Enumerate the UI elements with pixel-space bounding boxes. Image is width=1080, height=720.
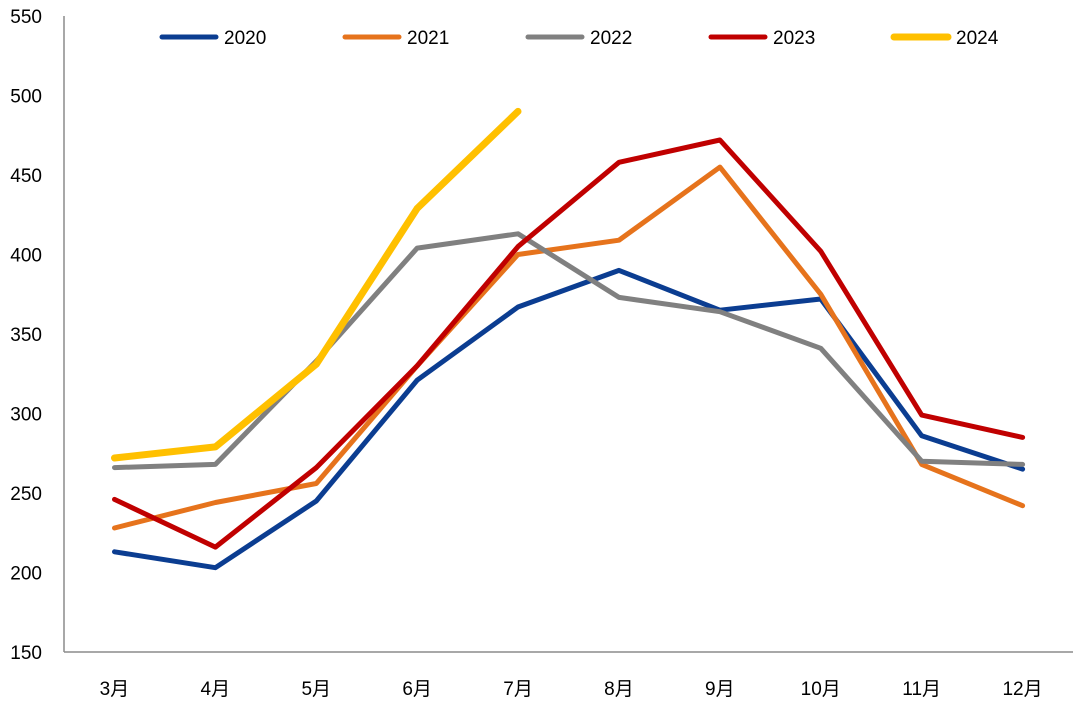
x-tick-label: 9月 (705, 679, 735, 700)
legend-label-2022: 2022 (590, 28, 632, 49)
y-tick-label: 250 (10, 484, 42, 505)
y-tick-label: 200 (10, 564, 42, 585)
x-tick-label: 4月 (201, 679, 231, 700)
y-tick-label: 150 (10, 643, 42, 664)
x-tick-label: 7月 (503, 679, 533, 700)
y-tick-labels: 150 200 250 300 350 400 450 500 550 (10, 7, 42, 664)
x-tick-label: 6月 (402, 679, 432, 700)
legend-label-2023: 2023 (773, 28, 815, 49)
y-tick-label: 350 (10, 325, 42, 346)
series-line-2021 (112, 164, 1026, 531)
x-tick-label: 10月 (801, 679, 841, 700)
x-tick-label: 3月 (100, 679, 130, 700)
y-tick-label: 450 (10, 166, 42, 187)
x-tick-labels: 3月 4月 5月 6月 7月 8月 9月 10月 11月 12月 (100, 679, 1043, 700)
y-tick-label: 300 (10, 405, 42, 426)
y-tick-label: 400 (10, 246, 42, 267)
legend-label-2021: 2021 (407, 28, 449, 49)
y-tick-label: 500 (10, 87, 42, 108)
x-tick-label: 8月 (604, 679, 634, 700)
legend-label-2020: 2020 (224, 28, 266, 49)
series-line-2024 (111, 107, 522, 462)
legend: 2020 2021 2022 2023 2024 (159, 28, 999, 49)
series-line-2023 (112, 137, 1026, 550)
series-lines (111, 107, 1026, 571)
series-line-2022 (112, 231, 1026, 471)
x-tick-label: 5月 (301, 679, 331, 700)
series-line-2020 (112, 267, 1026, 571)
y-tick-label: 550 (10, 7, 42, 28)
x-tick-label: 11月 (902, 679, 941, 700)
axes (63, 16, 1073, 653)
legend-label-2024: 2024 (956, 28, 999, 49)
x-tick-label: 12月 (1002, 679, 1042, 700)
